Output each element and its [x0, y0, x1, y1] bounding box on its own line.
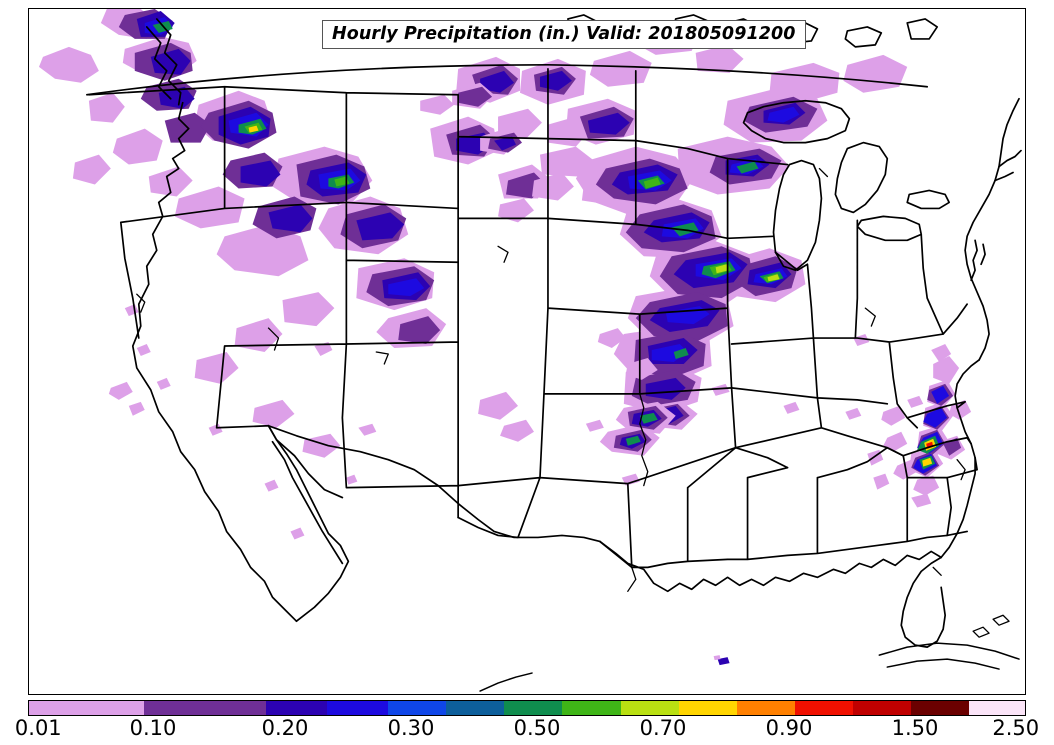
puget-sound-detail: [145, 18, 182, 106]
colorbar-tick-0-70: 0.70: [639, 716, 687, 740]
colorbar-tick-0-50: 0.50: [513, 716, 561, 740]
colorbar-segment-0.01-0.05[interactable]: [29, 701, 145, 715]
gulf-coastline: [599, 540, 943, 593]
lake-ontario: [906, 189, 951, 210]
map-title: Hourly Precipitation (in.) Valid: 201805…: [322, 20, 806, 50]
colorbar-segment-0.90-1.50[interactable]: [795, 701, 854, 715]
colorbar-tick-0-20: 0.20: [261, 716, 309, 740]
pacific-coastline: [131, 101, 298, 623]
bahamas-detail: [972, 614, 1010, 638]
precipitation-colorbar[interactable]: [28, 700, 1026, 716]
precip-isolated-central: [108, 328, 924, 486]
colorbar-tick-0-90: 0.90: [765, 716, 813, 740]
colorbar-segment-max[interactable]: [969, 701, 1025, 715]
colorbar-segment-0.70-0.80[interactable]: [678, 701, 737, 715]
cuba-coastline: [878, 642, 1020, 670]
colorbar-segment-0.50-0.60[interactable]: [562, 701, 621, 715]
colorbar-segment-0.05-0.10[interactable]: [144, 701, 267, 715]
precip-gulf-cell-light: [713, 655, 721, 661]
state-borders-west: [88, 67, 549, 519]
atlantic-coastline: [964, 97, 1020, 361]
colorbar-segment-0.25-0.30[interactable]: [446, 701, 505, 715]
new-england-coast: [994, 149, 1022, 182]
colorbar-segment-0.60-0.70[interactable]: [620, 701, 679, 715]
chesapeake-bay: [970, 239, 986, 282]
colorbar-tick-0-10: 0.10: [129, 716, 177, 740]
colorbar-segment-0.80-0.90[interactable]: [736, 701, 796, 715]
colorbar-segment-over-2.50-a[interactable]: [911, 701, 970, 715]
lake-erie: [856, 215, 923, 242]
map-geography: [86, 14, 1022, 692]
state-borders-greatlakes: [634, 139, 968, 457]
colorbar-segment-0.15-0.20[interactable]: [327, 701, 389, 715]
colorbar-tick-0-01: 0.01: [14, 716, 62, 740]
map-canvas[interactable]: [29, 9, 1025, 694]
colorbar-tick-1-50: 1.50: [891, 716, 939, 740]
precip-mississippi-tail-green: [625, 412, 658, 446]
lake-michigan: [772, 159, 823, 272]
precip-atlantic-light: [867, 344, 972, 508]
precip-upper-midwest-yellow: [715, 264, 780, 282]
lake-superior: [742, 99, 851, 144]
inland-detail: [136, 167, 966, 592]
map-panel[interactable]: [28, 8, 1026, 695]
yucatan-coastline: [479, 672, 533, 692]
colorbar-segment-0.30-0.50[interactable]: [504, 701, 563, 715]
colorbar-tick-2-50: 2.50: [992, 716, 1040, 740]
precip-gulf-cell: [717, 657, 730, 666]
us-canada-border: [86, 63, 929, 96]
precipitation-field: [38, 9, 972, 666]
state-borders-south: [630, 401, 978, 569]
gulf-of-california: [271, 440, 344, 565]
colorbar-segment-0.10-0.15[interactable]: [266, 701, 328, 715]
colorbar-segment-1.50-2.50[interactable]: [853, 701, 912, 715]
colorbar-tick-labels: 0.01 0.10 0.20 0.30 0.50 0.70 0.90 1.50 2.50: [0, 716, 1054, 745]
florida-west-coast: [900, 556, 947, 648]
colorbar-tick-0-30: 0.30: [387, 716, 435, 740]
lake-huron: [834, 141, 889, 214]
baja-coastline: [267, 424, 350, 623]
state-borders-plains: [457, 69, 789, 569]
colorbar-segment-0.20-0.25[interactable]: [388, 701, 447, 715]
